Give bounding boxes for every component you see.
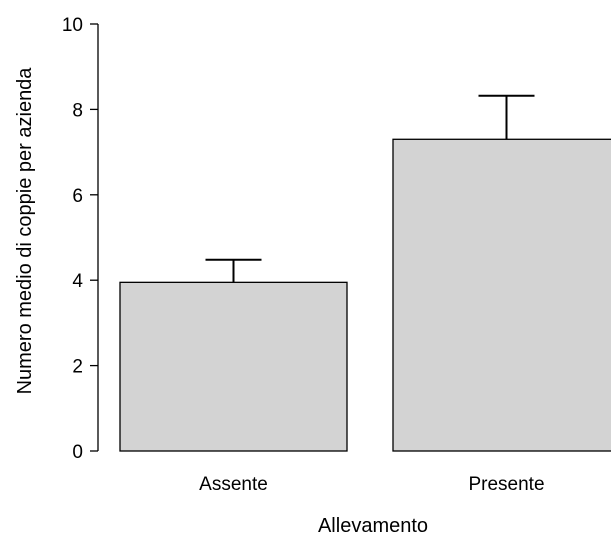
y-tick-label: 4 xyxy=(72,271,83,292)
x-axis-labels: Assente Presente xyxy=(199,474,544,495)
x-tick-label: Presente xyxy=(468,474,544,495)
x-tick-label: Assente xyxy=(199,474,268,495)
bar-presente xyxy=(392,138,611,452)
y-axis: 0 2 4 6 8 10 xyxy=(62,15,99,463)
bars-layer xyxy=(119,138,611,452)
bar-assente xyxy=(119,281,348,452)
x-axis-title: Allevamento xyxy=(318,515,428,535)
y-tick-label: 8 xyxy=(72,100,83,121)
y-axis-title: Numero medio di coppie per azienda xyxy=(14,67,36,395)
y-tick-label: 0 xyxy=(72,442,83,463)
y-tick-label: 2 xyxy=(72,357,83,378)
y-tick-label: 6 xyxy=(72,186,83,207)
error-bars-layer xyxy=(205,94,535,283)
y-tick-label: 10 xyxy=(62,15,83,36)
